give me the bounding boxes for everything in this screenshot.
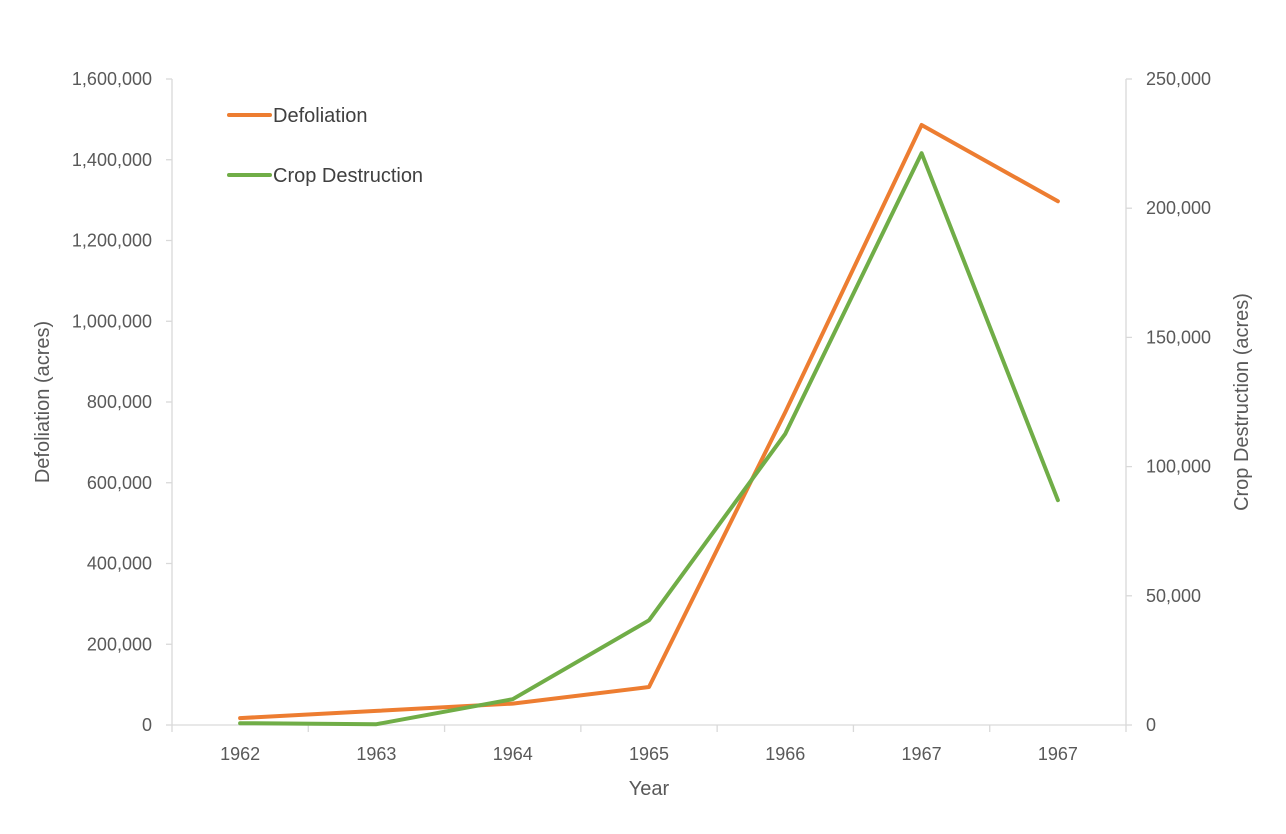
y-right-tick-label: 50,000 xyxy=(1146,586,1201,606)
legend-item-defoliation: Defoliation xyxy=(227,105,368,127)
x-axis-title: Year xyxy=(629,778,670,800)
series-layer xyxy=(238,123,1060,727)
legend-label-crop-destruction: Crop Destruction xyxy=(273,165,423,187)
y-left-tick-label: 1,600,000 xyxy=(72,69,152,89)
y-left-tick-label: 1,000,000 xyxy=(72,311,152,331)
y-left-tick-label: 600,000 xyxy=(87,473,152,493)
x-tick-label: 1963 xyxy=(356,744,396,764)
y-left-tick-label: 0 xyxy=(142,715,152,735)
legend-item-crop-destruction: Crop Destruction xyxy=(227,165,423,187)
x-tick-label: 1967 xyxy=(902,744,942,764)
y-right-tick-label: 200,000 xyxy=(1146,198,1211,218)
legend-label-defoliation: Defoliation xyxy=(273,105,368,127)
x-tick-label: 1967 xyxy=(1038,744,1078,764)
y-left-tick-label: 400,000 xyxy=(87,554,152,574)
y-axis-title-left: Defoliation (acres) xyxy=(32,321,54,483)
y-axis-title-right: Crop Destruction (acres) xyxy=(1231,293,1253,511)
x-tick-label: 1966 xyxy=(765,744,805,764)
y-left-tick-label: 800,000 xyxy=(87,392,152,412)
y-left-tick-label: 1,400,000 xyxy=(72,150,152,170)
y-right-tick-label: 150,000 xyxy=(1146,327,1211,347)
y-left-tick-label: 1,200,000 xyxy=(72,231,152,251)
x-tick-label: 1962 xyxy=(220,744,260,764)
y-right-tick-label: 100,000 xyxy=(1146,457,1211,477)
x-tick-label: 1965 xyxy=(629,744,669,764)
series-line-defoliation xyxy=(238,123,1060,721)
legend: Defoliation Crop Destruction xyxy=(227,105,423,187)
y-right-tick-label: 0 xyxy=(1146,715,1156,735)
y-left-tick-label: 200,000 xyxy=(87,634,152,654)
x-tick-label: 1964 xyxy=(493,744,533,764)
y-right-tick-label: 250,000 xyxy=(1146,69,1211,89)
series-line-crop-destruction xyxy=(238,151,1060,727)
axes: 0 200,000 400,000 600,000 800,000 1,000,000 1,… xyxy=(72,69,1211,764)
